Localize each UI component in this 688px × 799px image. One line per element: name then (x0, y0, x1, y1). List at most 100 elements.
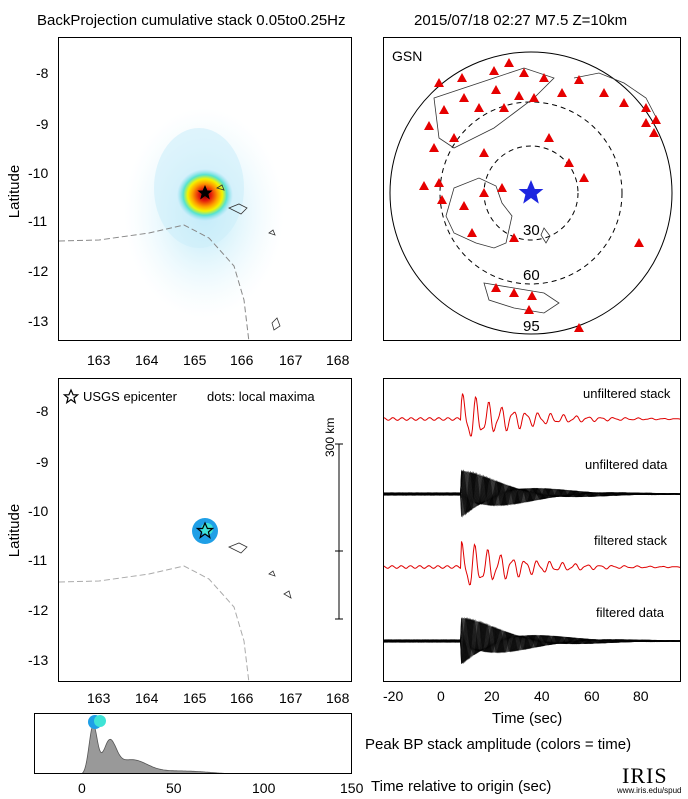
trace-label-filtered-stack: filtered stack (594, 533, 667, 548)
station-marker (437, 195, 447, 204)
seis-xtick-0: -20 (383, 688, 404, 704)
station-marker (564, 158, 574, 167)
seismogram-trace (384, 541, 680, 586)
map1-xtick-2: 165 (183, 352, 207, 368)
coast-alaska (573, 72, 660, 124)
map3-xtick-4: 167 (279, 690, 303, 706)
station-marker (557, 88, 567, 97)
station-marker (459, 201, 469, 210)
station-markers (419, 58, 661, 332)
station-marker (651, 115, 661, 124)
map1-xtick-3: 166 (230, 352, 254, 368)
map1-ytick-1: -9 (36, 116, 49, 132)
event-star (518, 180, 544, 204)
peak-xlabel: Time relative to origin (sec) (371, 778, 552, 795)
peak-title: Peak BP stack amplitude (colors = time) (365, 736, 632, 753)
station-marker (524, 305, 534, 314)
station-marker (467, 228, 477, 237)
station-marker (649, 128, 659, 137)
map3-ytick-0: -8 (36, 403, 49, 419)
station-marker (434, 78, 444, 87)
island-1 (228, 203, 248, 215)
station-marker (641, 118, 651, 127)
station-marker (459, 93, 469, 102)
station-marker (419, 181, 429, 190)
station-marker (489, 66, 499, 75)
coast-australia (445, 177, 513, 249)
map3-ytick-2: -10 (28, 503, 49, 519)
station-marker (544, 133, 554, 142)
station-marker (429, 143, 439, 152)
island-a (228, 542, 248, 554)
map3-xtick-3: 166 (230, 690, 254, 706)
map3-ytick-3: -11 (28, 552, 48, 568)
gsn-map-panel: GSN 30 60 95 (383, 37, 681, 341)
station-marker (519, 68, 529, 77)
map1-ylabel: Latitude (6, 164, 24, 219)
station-marker (529, 93, 539, 102)
map1-xtick-5: 168 (326, 352, 350, 368)
station-marker (509, 233, 519, 242)
station-marker (499, 103, 509, 112)
seismogram-svg (384, 393, 680, 665)
station-marker (491, 283, 501, 292)
coast-asia (433, 67, 555, 149)
station-marker (514, 91, 524, 100)
station-marker (504, 58, 514, 67)
station-marker (599, 88, 609, 97)
peak-xtick-3: 150 (340, 780, 364, 796)
map1-ytick-0: -8 (36, 65, 49, 81)
coast-nz (540, 227, 551, 244)
station-marker (457, 73, 467, 82)
seis-xtick-3: 40 (534, 688, 550, 704)
iris-logo: IRIS (622, 763, 668, 788)
ring-label-30: 30 (523, 222, 540, 239)
island-4 (216, 184, 225, 191)
station-marker (497, 183, 507, 192)
map3-xtick-1: 164 (135, 690, 159, 706)
station-marker (491, 85, 501, 94)
peak-amplitude-area (82, 724, 225, 773)
peak-dot-cyan (94, 715, 106, 727)
station-marker (579, 173, 589, 182)
station-marker (527, 291, 537, 300)
ring-label-95: 95 (523, 318, 540, 335)
peak-amplitude-panel (34, 713, 352, 774)
seis-xlabel: Time (sec) (492, 710, 563, 727)
peak-xtick-2: 100 (252, 780, 276, 796)
peak-xtick-0: 0 (78, 780, 86, 796)
station-marker (474, 103, 484, 112)
map1-ytick-4: -12 (28, 263, 49, 279)
station-marker (574, 323, 584, 332)
seismogram-trace (384, 470, 680, 516)
peak-amplitude-svg (82, 715, 225, 773)
local-maxima-panel: USGS epicenter dots: local maxima 300 km (58, 378, 352, 682)
station-marker (619, 98, 629, 107)
gsn-map-svg (389, 51, 673, 335)
seis-xtick-5: 80 (633, 688, 649, 704)
island-3 (271, 317, 281, 331)
local-maxima-svg (59, 388, 343, 681)
cumulative-map-svg (59, 108, 284, 340)
epicenter-star-outline (195, 521, 215, 539)
globe-outline (389, 51, 673, 335)
station-marker (434, 178, 444, 187)
ring-60 (439, 101, 623, 285)
island-b (268, 570, 276, 577)
station-marker (449, 133, 459, 142)
map1-xtick-1: 164 (135, 352, 159, 368)
epicenter-star (197, 185, 213, 200)
station-marker (641, 103, 651, 112)
event-info: 2015/07/18 02:27 M7.5 Z=10km (414, 12, 628, 29)
map3-ytick-1: -9 (36, 454, 49, 470)
map1-ytick-5: -13 (28, 313, 49, 329)
map3-ytick-5: -13 (28, 652, 49, 668)
figure-title: BackProjection cumulative stack 0.05to0.… (37, 12, 346, 29)
legend-star (62, 388, 80, 405)
plate-boundary (59, 224, 250, 340)
map3-ylabel: Latitude (6, 503, 24, 558)
map1-xtick-4: 167 (279, 352, 303, 368)
seis-xtick-2: 20 (484, 688, 500, 704)
map3-xtick-2: 165 (183, 690, 207, 706)
trace-label-unfiltered-data: unfiltered data (585, 457, 668, 472)
